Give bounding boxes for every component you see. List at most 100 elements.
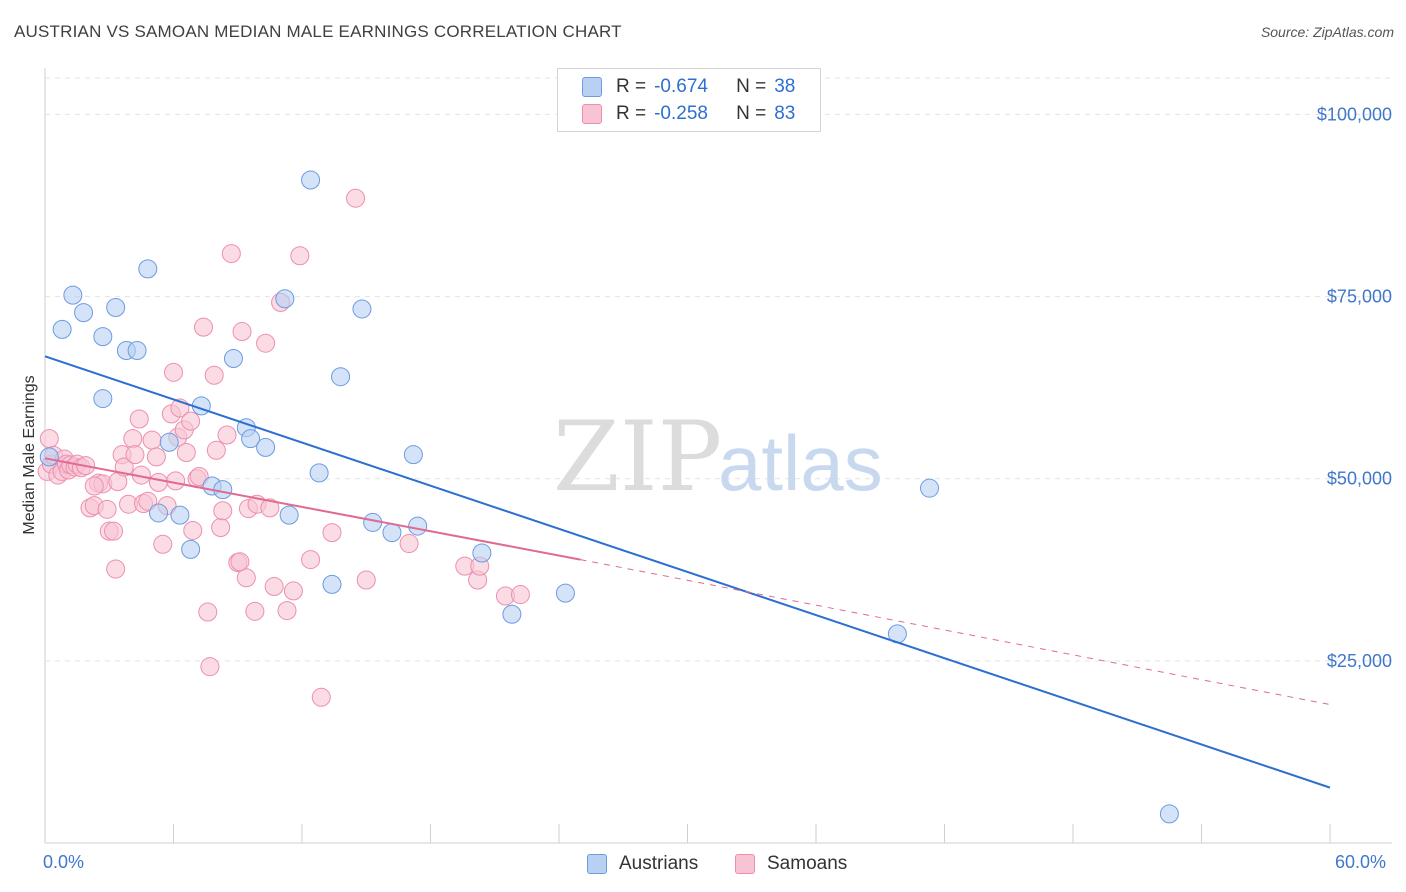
austrian-point bbox=[74, 303, 94, 323]
legend-row-samoans: R = -0.258 N = 83 bbox=[582, 102, 795, 126]
samoan-point bbox=[283, 581, 303, 601]
legend-r-label: R = bbox=[616, 103, 647, 124]
austrian-point bbox=[309, 463, 329, 483]
samoans-trend-line bbox=[44, 457, 581, 561]
samoan-point bbox=[399, 534, 419, 554]
austrians-legend-label: Austrians bbox=[619, 853, 699, 874]
austrian-point bbox=[301, 170, 321, 190]
austrians-r-value: -0.674 bbox=[654, 76, 708, 97]
samoan-point bbox=[217, 425, 237, 445]
x-tick-label-min: 0.0% bbox=[43, 852, 85, 872]
samoan-point bbox=[149, 472, 169, 492]
y-tick-label: $75,000 bbox=[1327, 287, 1392, 307]
samoan-point bbox=[181, 411, 201, 431]
samoan-point bbox=[311, 687, 331, 707]
legend-row-austrians: R = -0.674 N = 38 bbox=[582, 75, 795, 99]
samoan-point bbox=[198, 602, 218, 622]
austrian-point bbox=[256, 437, 276, 457]
austrians-trend-line bbox=[44, 355, 1331, 789]
samoan-point bbox=[232, 322, 252, 342]
samoan-point bbox=[104, 521, 124, 541]
samoan-point bbox=[221, 244, 241, 264]
y-tick-labels: $25,000 $50,000 $75,000 $100,000 bbox=[1317, 104, 1392, 670]
watermark: ZIP atlas bbox=[553, 401, 883, 513]
legend-n-label: N = bbox=[736, 103, 767, 124]
samoan-point bbox=[211, 518, 231, 538]
samoans-legend-swatch bbox=[735, 854, 755, 874]
austrian-point bbox=[213, 480, 233, 500]
samoans-trend-extension bbox=[580, 559, 1331, 706]
austrian-point bbox=[159, 432, 179, 452]
samoan-point bbox=[245, 601, 265, 621]
austrian-point bbox=[472, 543, 492, 563]
samoans-points bbox=[37, 188, 530, 707]
bottom-legend-austrians: Austrians bbox=[587, 852, 698, 876]
austrian-point bbox=[93, 327, 113, 347]
samoan-point bbox=[84, 476, 104, 496]
austrian-point bbox=[502, 604, 522, 624]
samoan-point bbox=[106, 559, 126, 579]
samoan-point bbox=[264, 577, 284, 597]
austrians-n-value: 38 bbox=[774, 76, 796, 97]
austrian-point bbox=[63, 285, 83, 305]
samoan-point bbox=[356, 570, 376, 590]
watermark-zip: ZIP bbox=[553, 401, 722, 513]
samoan-point bbox=[236, 568, 256, 588]
austrian-point bbox=[331, 367, 351, 387]
austrian-point bbox=[241, 429, 261, 449]
austrians-points bbox=[39, 170, 1179, 824]
y-tick-label: $50,000 bbox=[1327, 469, 1392, 489]
austrian-point bbox=[555, 583, 575, 603]
samoan-point bbox=[230, 552, 250, 572]
austrian-point bbox=[408, 516, 428, 536]
austrian-point bbox=[181, 539, 201, 559]
samoan-point bbox=[256, 333, 276, 353]
x-tick-label-max: 60.0% bbox=[1335, 852, 1387, 872]
austrian-point bbox=[93, 389, 113, 409]
samoan-point bbox=[142, 430, 162, 450]
samoan-point bbox=[164, 362, 183, 382]
samoan-point bbox=[301, 550, 321, 570]
samoans-legend-label: Samoans bbox=[767, 853, 848, 874]
austrian-point bbox=[1159, 804, 1179, 824]
chart-title: AUSTRIAN VS SAMOAN MEDIAN MALE EARNINGS … bbox=[14, 22, 622, 41]
correlation-legend: R = -0.674 N = 38 R = -0.258 N = 83 bbox=[557, 68, 821, 132]
austrian-point bbox=[279, 505, 299, 525]
austrian-point bbox=[138, 259, 158, 279]
samoan-point bbox=[176, 442, 196, 462]
austrians-swatch bbox=[582, 77, 602, 97]
austrian-point bbox=[403, 445, 423, 465]
samoan-point bbox=[123, 429, 143, 449]
samoan-point bbox=[204, 365, 224, 385]
austrian-point bbox=[275, 289, 295, 309]
samoans-r-value: -0.258 bbox=[654, 103, 708, 124]
y-tick-label: $100,000 bbox=[1317, 104, 1392, 124]
austrian-point bbox=[382, 523, 402, 543]
samoan-point bbox=[346, 188, 366, 208]
samoan-point bbox=[153, 534, 173, 554]
austrian-point bbox=[127, 340, 147, 360]
legend-n-label: N = bbox=[736, 76, 767, 97]
austrian-point bbox=[352, 299, 372, 319]
samoan-point bbox=[125, 445, 145, 465]
trend-lines bbox=[44, 355, 1331, 789]
samoan-point bbox=[97, 499, 117, 519]
bottom-legend-samoans: Samoans bbox=[735, 852, 847, 876]
watermark-atlas: atlas bbox=[718, 419, 883, 507]
samoan-point bbox=[277, 601, 297, 621]
samoan-point bbox=[193, 317, 213, 337]
austrian-point bbox=[322, 574, 342, 594]
samoan-point bbox=[290, 246, 310, 266]
samoan-point bbox=[200, 657, 220, 677]
samoan-point bbox=[146, 447, 166, 467]
y-tick-label: $25,000 bbox=[1327, 651, 1392, 671]
austrian-point bbox=[106, 298, 126, 317]
samoan-point bbox=[183, 520, 203, 540]
samoans-swatch bbox=[582, 104, 602, 124]
samoans-n-value: 83 bbox=[774, 103, 796, 124]
samoan-point bbox=[206, 440, 226, 460]
chart-source: Source: ZipAtlas.com bbox=[1260, 24, 1394, 40]
austrian-point bbox=[920, 478, 940, 498]
samoan-point bbox=[213, 501, 233, 521]
